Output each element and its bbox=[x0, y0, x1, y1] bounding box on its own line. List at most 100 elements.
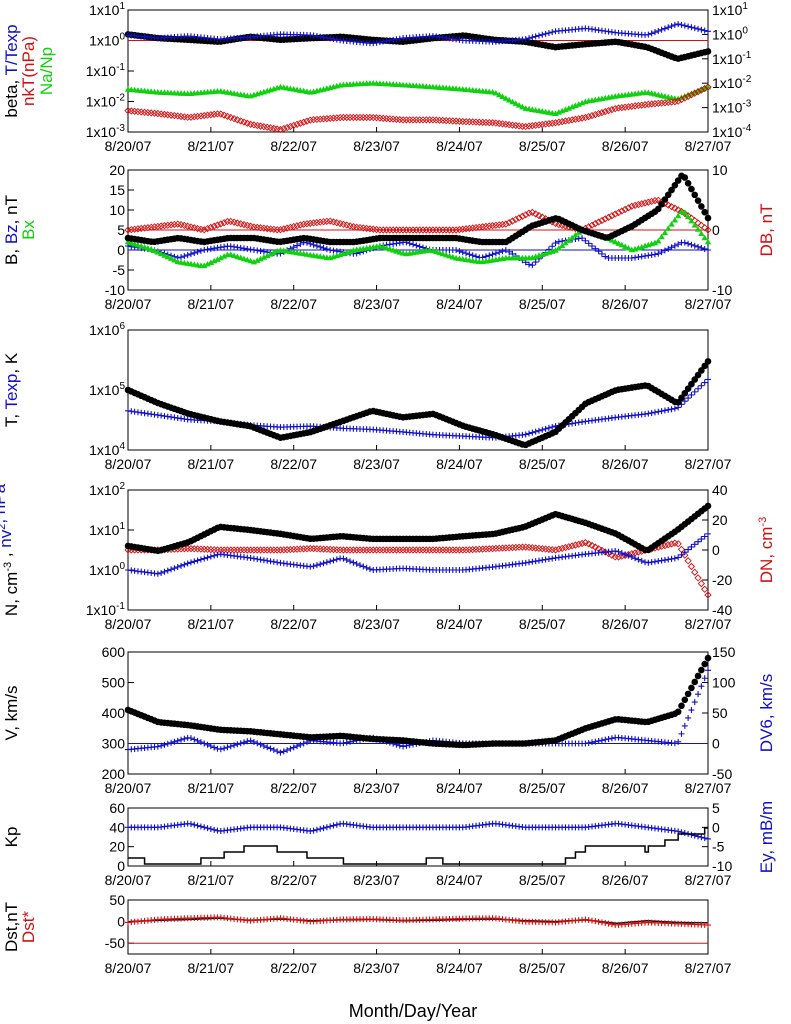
data-marker bbox=[515, 543, 523, 551]
data-marker bbox=[705, 667, 711, 674]
data-marker bbox=[688, 684, 695, 692]
data-marker bbox=[174, 564, 181, 571]
y2-tick-label: 40 bbox=[712, 482, 728, 498]
data-marker bbox=[532, 259, 539, 266]
data-marker bbox=[654, 196, 662, 204]
data-marker bbox=[323, 217, 331, 225]
data-marker bbox=[207, 743, 214, 750]
data-marker bbox=[343, 556, 350, 563]
data-marker bbox=[161, 568, 168, 575]
y-tick-label: 1x10-2 bbox=[86, 93, 126, 110]
x-tick-label: 8/23/07 bbox=[353, 872, 400, 888]
data-marker bbox=[667, 98, 676, 106]
data-marker bbox=[187, 735, 194, 742]
data-marker bbox=[234, 741, 241, 748]
data-marker bbox=[661, 229, 669, 236]
data-marker bbox=[151, 247, 158, 254]
panel-n: 1x10-1 1x100 1x101 1x102 -40 -20 0 20 40 8/20/07 8… bbox=[0, 481, 776, 632]
data-marker bbox=[658, 200, 665, 208]
data-marker bbox=[526, 35, 533, 42]
data-marker bbox=[187, 113, 195, 121]
data-marker bbox=[369, 546, 377, 554]
data-marker bbox=[207, 259, 215, 265]
data-marker bbox=[505, 96, 513, 103]
data-marker bbox=[532, 33, 539, 40]
data-marker bbox=[668, 221, 675, 227]
data-marker bbox=[178, 736, 185, 743]
data-marker bbox=[704, 654, 712, 662]
data-marker bbox=[390, 36, 397, 43]
data-marker bbox=[399, 546, 407, 554]
x-tick-label: 8/22/07 bbox=[270, 456, 317, 472]
data-marker bbox=[362, 546, 371, 554]
data-marker bbox=[654, 205, 662, 213]
series-black bbox=[124, 358, 712, 449]
x-tick-label: 8/25/07 bbox=[519, 296, 566, 312]
data-marker bbox=[677, 207, 686, 216]
data-marker bbox=[237, 546, 245, 554]
data-marker bbox=[469, 224, 477, 232]
data-marker bbox=[297, 240, 304, 247]
data-marker bbox=[551, 546, 560, 554]
series-black bbox=[127, 917, 709, 924]
data-marker bbox=[705, 835, 711, 842]
data-marker bbox=[701, 675, 708, 682]
data-marker bbox=[701, 379, 708, 386]
data-marker bbox=[705, 376, 711, 383]
data-marker bbox=[416, 226, 424, 234]
data-marker bbox=[522, 36, 529, 43]
data-marker bbox=[694, 672, 702, 680]
data-marker bbox=[638, 557, 645, 564]
data-marker bbox=[648, 30, 655, 37]
data-marker bbox=[200, 111, 208, 120]
data-marker bbox=[400, 743, 407, 750]
panel-kp: 0 20 40 60 -10 -5 0 5 8/20/07 8/21/07 8/22/07 8/23/… bbox=[2, 800, 776, 888]
data-marker bbox=[194, 557, 201, 564]
data-marker bbox=[598, 919, 605, 926]
y2-tick-label: -10 bbox=[712, 282, 732, 298]
data-marker bbox=[386, 37, 393, 44]
data-marker bbox=[618, 550, 625, 557]
data-marker bbox=[144, 223, 152, 232]
data-marker bbox=[154, 248, 162, 255]
data-marker bbox=[678, 702, 685, 710]
data-marker bbox=[694, 219, 702, 227]
data-marker bbox=[664, 98, 672, 107]
data-marker bbox=[204, 741, 211, 748]
data-marker bbox=[678, 551, 685, 558]
data-marker bbox=[618, 207, 626, 215]
data-marker bbox=[357, 562, 363, 569]
data-marker bbox=[541, 120, 550, 128]
data-marker bbox=[578, 114, 586, 122]
x-tick-label: 8/21/07 bbox=[187, 872, 234, 888]
data-marker bbox=[455, 546, 464, 554]
series-black bbox=[124, 502, 712, 555]
data-marker bbox=[217, 220, 225, 228]
data-marker bbox=[595, 918, 602, 925]
data-marker bbox=[681, 209, 688, 215]
data-marker bbox=[412, 226, 420, 234]
data-marker bbox=[701, 660, 708, 668]
data-marker bbox=[695, 538, 702, 545]
data-marker bbox=[211, 552, 218, 559]
data-marker bbox=[389, 546, 397, 554]
data-marker bbox=[333, 114, 341, 122]
data-marker bbox=[684, 690, 692, 698]
data-marker bbox=[704, 358, 712, 365]
data-marker bbox=[303, 117, 311, 125]
data-marker bbox=[595, 248, 602, 255]
data-marker bbox=[598, 216, 606, 225]
data-marker bbox=[645, 410, 652, 417]
y2-tick-label: 0 bbox=[712, 542, 720, 558]
data-marker bbox=[498, 544, 507, 552]
data-marker bbox=[478, 223, 487, 231]
data-marker bbox=[555, 118, 563, 126]
series-black bbox=[128, 827, 708, 865]
x-tick-label: 8/26/07 bbox=[602, 138, 649, 154]
data-marker bbox=[164, 221, 172, 229]
data-marker bbox=[230, 115, 238, 123]
data-marker bbox=[422, 226, 430, 234]
y2-tick-label: 150 bbox=[712, 644, 736, 660]
data-marker bbox=[194, 248, 201, 255]
y2-tick-label: 5 bbox=[712, 800, 720, 816]
